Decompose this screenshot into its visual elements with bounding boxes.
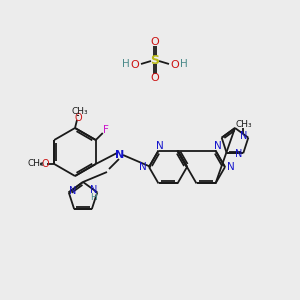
Text: S: S xyxy=(151,53,160,67)
Text: N: N xyxy=(69,186,76,197)
Text: N: N xyxy=(156,140,164,151)
Text: H: H xyxy=(122,59,130,69)
Text: O: O xyxy=(130,60,140,70)
Text: N: N xyxy=(214,140,221,151)
Text: N: N xyxy=(139,162,147,172)
Text: N: N xyxy=(240,131,247,141)
Text: O: O xyxy=(74,113,82,123)
Text: F: F xyxy=(103,125,109,135)
Text: O: O xyxy=(151,37,159,47)
Text: O: O xyxy=(171,60,179,70)
Text: CH₃: CH₃ xyxy=(72,107,88,116)
Text: O: O xyxy=(151,73,159,83)
Text: N: N xyxy=(90,185,97,195)
Text: N: N xyxy=(227,162,235,172)
Text: O: O xyxy=(41,159,49,169)
Text: CH₃: CH₃ xyxy=(235,120,252,129)
Text: H: H xyxy=(180,59,188,69)
Text: N: N xyxy=(235,149,242,159)
Text: N: N xyxy=(116,150,124,160)
Text: CH₃: CH₃ xyxy=(28,160,44,169)
Text: H: H xyxy=(90,193,97,202)
